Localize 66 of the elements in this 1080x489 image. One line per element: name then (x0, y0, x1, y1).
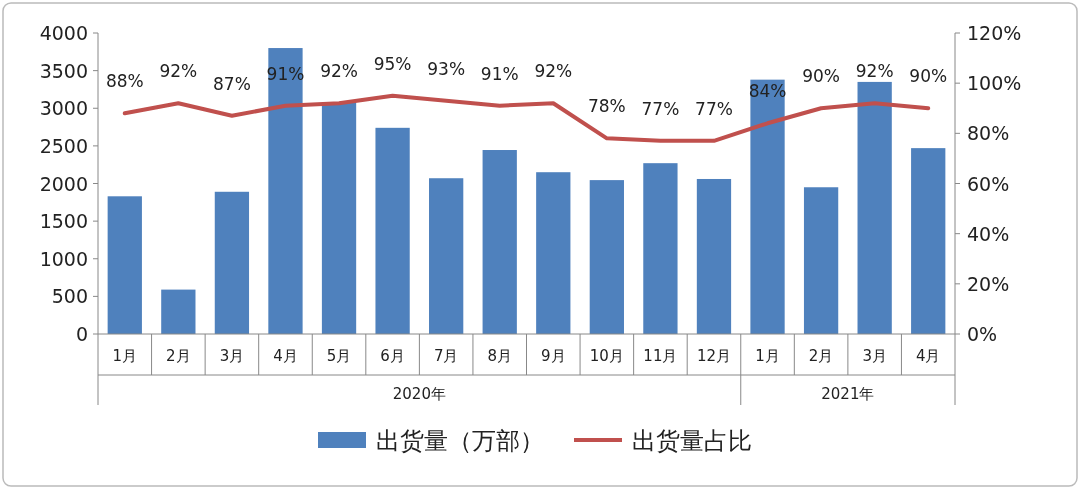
data-label: 92% (855, 61, 894, 82)
y2-tick-label: 120% (967, 22, 1022, 44)
x-tick-label: 12月 (696, 347, 732, 365)
text: 2020年 (392, 385, 446, 403)
x-tick-label: 2月 (166, 347, 191, 365)
y2-tick-label: 0% (967, 323, 998, 345)
x-tick-label: 5月 (326, 347, 352, 365)
x-tick-label: 9月 (541, 347, 566, 365)
bar (214, 191, 250, 334)
bar (321, 102, 357, 334)
bar (643, 163, 678, 334)
y2-tick-label: 100% (967, 72, 1022, 95)
bar (857, 81, 892, 334)
x-tick-label: 10月 (589, 347, 624, 365)
x-tick-label: 1月 (112, 347, 138, 365)
x-tick-label: 11月 (643, 347, 678, 365)
bar (375, 127, 410, 334)
y-tick-label: 1500 (39, 210, 88, 233)
x-tick-label: 8月 (487, 347, 512, 365)
bar (268, 48, 303, 334)
data-label: 77% (695, 98, 733, 119)
data-label: 91% (480, 63, 519, 84)
bar (589, 180, 624, 334)
y-tick-label: 0 (75, 323, 88, 345)
x-tick-label: 3月 (219, 347, 245, 365)
data-label: 78% (587, 96, 626, 117)
y2-tick-label: 40% (967, 222, 1010, 245)
bar (750, 79, 785, 334)
y-tick-label: 1000 (39, 247, 88, 270)
x-tick-label: 1月 (755, 347, 780, 365)
x-tick-label: 7月 (433, 347, 459, 365)
data-label: 77% (641, 98, 680, 119)
data-label: 88% (105, 71, 144, 92)
x-tick-label: 2月 (808, 347, 834, 365)
x-tick-label: 6月 (380, 347, 405, 365)
y-tick-label: 3000 (39, 97, 88, 120)
bar (696, 178, 732, 334)
y-tick-label: 2500 (39, 134, 88, 157)
y2-tick-label: 80% (967, 122, 1010, 145)
bar (536, 172, 571, 334)
y2-tick-label: 20% (967, 272, 1010, 295)
bar (803, 187, 839, 334)
bar (911, 148, 946, 334)
data-label: 92% (159, 61, 198, 82)
legend-label: 出货量（万部） (376, 427, 544, 455)
bar (107, 196, 142, 334)
data-label: 90% (802, 66, 840, 87)
text: 2021年 (821, 385, 875, 403)
bar (161, 289, 196, 334)
bar (482, 150, 517, 334)
data-label: 90% (909, 66, 948, 87)
data-label: 92% (534, 61, 573, 82)
legend-label: 出货量占比 (632, 427, 752, 455)
data-label: 93% (427, 58, 466, 79)
x-tick-label: 4月 (273, 347, 298, 365)
y-tick-label: 4000 (39, 22, 88, 44)
x-tick-label: 4月 (915, 347, 941, 365)
data-label: 95% (373, 53, 412, 74)
y-tick-label: 2000 (39, 172, 88, 195)
y2-tick-label: 60% (967, 172, 1010, 195)
x-tick-label: 3月 (862, 347, 887, 365)
y-tick-label: 3500 (39, 59, 88, 82)
bar (429, 178, 464, 334)
data-label: 92% (320, 61, 358, 82)
data-label: 87% (213, 73, 251, 94)
y-tick-label: 500 (51, 285, 88, 308)
